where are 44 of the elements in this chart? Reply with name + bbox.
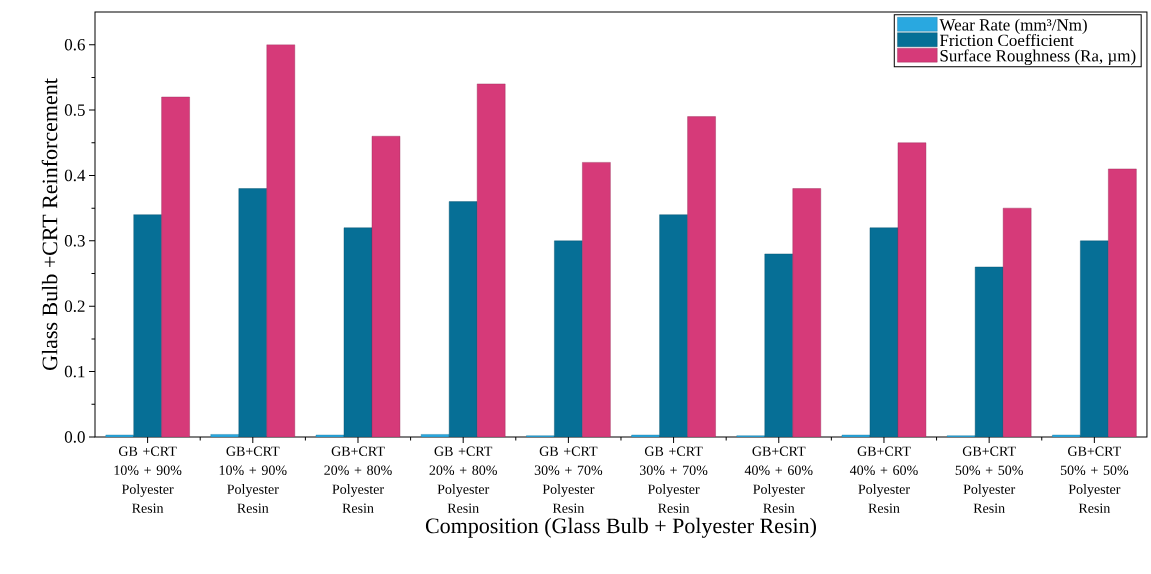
bar — [266, 44, 295, 437]
x-tick-label: GB+CRT 10% + 90% Polyester Resin — [219, 446, 287, 513]
x-tick-label: GB+CRT 50% + 50% Polyester Resin — [1060, 446, 1129, 513]
bar — [554, 240, 583, 437]
x-axis-title: Composition (Glass Bulb + Polyester Resin) — [425, 517, 816, 538]
x-tick-label: GB +CRT 20% + 80% Polyester Resin — [429, 446, 497, 513]
bar — [659, 214, 688, 437]
bar — [420, 434, 450, 437]
bar — [1080, 240, 1109, 437]
x-tick-label: GB +CRT 30% + 70% Polyester Resin — [639, 446, 708, 513]
y-tick-label: 0.5 — [64, 104, 85, 116]
y-tick-label: 0.4 — [64, 169, 86, 182]
x-tick-label: GB +CRT 30% + 70% Polyester Resin — [534, 446, 603, 513]
y-axis-title: Glass Bulb +CRT Reinforcement — [41, 78, 58, 370]
bar — [687, 116, 716, 437]
x-tick-label: GB +CRT 10% + 90% Polyester Resin — [114, 446, 182, 513]
y-tick-label: 0.1 — [64, 365, 85, 378]
x-tick-label: GB+CRT 40% + 60% Polyester Resin — [849, 446, 918, 513]
bar — [792, 188, 821, 437]
bar — [343, 227, 373, 437]
bar — [448, 201, 478, 437]
bar — [1108, 168, 1137, 437]
y-tick-label: 0.3 — [64, 235, 85, 247]
x-tick-label: GB+CRT 50% + 50% Polyester Resin — [955, 446, 1023, 513]
y-tick-label: 0.6 — [64, 38, 85, 51]
x-tick-label: GB+CRT 20% + 80% Polyester Resin — [324, 446, 392, 513]
bar — [764, 253, 793, 437]
bar — [476, 83, 506, 437]
bar — [974, 266, 1004, 437]
legend-label: Wear Rate (mm³/Nm) — [939, 18, 1087, 35]
legend-label: Friction Coefficient — [939, 33, 1074, 47]
bar — [1002, 207, 1032, 437]
bar — [210, 434, 239, 437]
bar — [582, 162, 611, 437]
y-tick-label: 0.0 — [64, 431, 85, 443]
y-tick-label: 0.2 — [64, 300, 85, 312]
bar — [897, 142, 927, 437]
bar — [869, 227, 899, 437]
bar — [371, 136, 401, 437]
bar — [133, 214, 162, 437]
legend-label: Surface Roughness (Ra, µm) — [940, 49, 1136, 66]
bar — [161, 96, 190, 437]
bar — [238, 188, 267, 437]
x-tick-label: GB+CRT 40% + 60% Polyester Resin — [744, 446, 813, 513]
